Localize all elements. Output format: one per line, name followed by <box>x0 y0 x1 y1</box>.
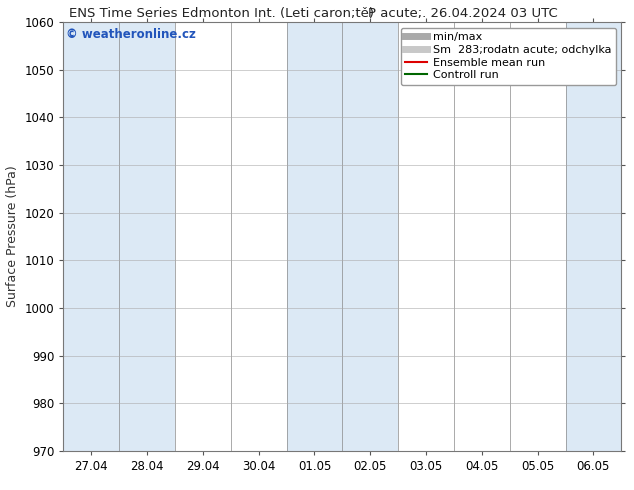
Bar <box>287 22 342 451</box>
Bar <box>63 22 119 451</box>
Bar <box>119 22 175 451</box>
Bar <box>566 22 621 451</box>
Bar <box>342 22 398 451</box>
Text: P acute;. 26.04.2024 03 UTC: P acute;. 26.04.2024 03 UTC <box>368 7 558 21</box>
Y-axis label: Surface Pressure (hPa): Surface Pressure (hPa) <box>6 166 19 307</box>
Text: ENS Time Series Edmonton Int. (Leti caron;tě): ENS Time Series Edmonton Int. (Leti caro… <box>69 7 375 21</box>
Text: © weatheronline.cz: © weatheronline.cz <box>66 28 196 42</box>
Legend: min/max, Sm  283;rodatn acute; odchylka, Ensemble mean run, Controll run: min/max, Sm 283;rodatn acute; odchylka, … <box>401 27 616 85</box>
